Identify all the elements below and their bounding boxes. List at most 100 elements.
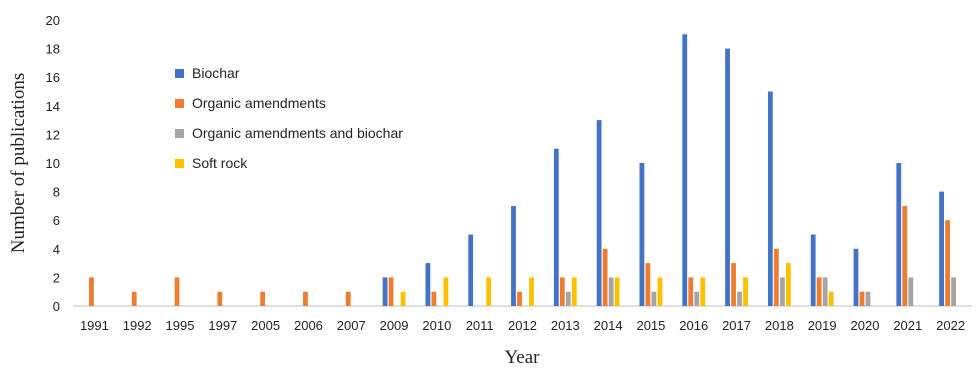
bar-biochar-2022 [939,191,944,306]
bar-organic-amendments-2010 [431,291,437,306]
x-tick-label: 2006 [294,318,323,333]
bar-biochar-2021 [896,163,902,306]
bar-organic-amendments-2017 [731,263,736,306]
bar-soft-rock-2016 [700,277,706,306]
bar-organic-amendments-2009 [388,277,394,306]
y-tick-label: 20 [46,13,60,28]
bar-biochar-2020 [853,248,859,306]
bar-organic-amendments-1997 [217,291,223,306]
bar-biochar-2014 [596,120,602,306]
bar-organic-amendments-and-biochar-2022 [951,277,956,306]
bar-organic-amendments-2012 [517,291,522,306]
bar-organic-amendments-and-biochar-2017 [737,291,742,306]
legend-label: Soft rock [192,155,248,171]
bar-organic-amendments-2019 [816,277,822,306]
x-tick-labels: 1991 1992 1995 1997 2005 2006 2007 2009 2010 2011… [80,318,965,333]
x-tick-label: 2019 [808,318,837,333]
bar-soft-rock-2015 [657,277,663,306]
bar-biochar-2009 [382,277,388,306]
bar-organic-amendments-2014 [602,248,608,306]
bar-organic-amendments-2018 [773,248,779,306]
bar-soft-rock-2010 [443,277,449,306]
bar-organic-amendments-and-biochar-2014 [608,277,614,306]
bar-organic-amendments-and-biochar-2016 [694,291,700,306]
bar-organic-amendments-2006 [303,291,308,306]
bar-biochar-2012 [511,205,516,306]
bar-organic-amendments-2007 [345,291,351,306]
legend-swatch [175,69,184,78]
bar-biochar-2018 [767,91,773,306]
x-tick-label: 2012 [508,318,537,333]
bar-biochar-2016 [682,34,688,307]
bar-organic-amendments-1995 [174,277,180,306]
bar-organic-amendments-and-biochar-2020 [865,291,871,306]
legend: Biochar Organic amendments Organic amendme… [175,65,403,171]
bar-biochar-2015 [639,163,645,306]
y-tick-label: 14 [46,99,60,114]
bar-organic-amendments-and-biochar-2013 [565,291,571,306]
bar-organic-amendments-2016 [688,277,694,306]
legend-label: Organic amendments [192,95,326,111]
bar-organic-amendments-2021 [902,205,908,306]
legend-label: Organic amendments and biochar [192,125,403,141]
bar-organic-amendments-1991 [89,277,94,306]
x-tick-label: 2009 [380,318,409,333]
y-tick-label: 10 [46,156,60,171]
bar-soft-rock-2014 [614,277,620,306]
bar-organic-amendments-2022 [945,220,950,306]
y-tick-label: 6 [53,213,60,228]
bar-organic-amendments-2020 [859,291,865,306]
legend-swatch [175,159,184,168]
x-tick-label: 2017 [722,318,751,333]
x-tick-label: 2022 [936,318,965,333]
bar-soft-rock-2013 [571,277,577,306]
bar-soft-rock-2009 [400,291,406,306]
y-tick-label: 12 [46,127,60,142]
bar-biochar-2011 [468,234,474,306]
y-axis-title: Number of publications [8,73,29,253]
bar-biochar-2019 [810,234,816,306]
x-tick-label: 2014 [594,318,623,333]
x-tick-label: 2020 [851,318,880,333]
x-tick-label: 2021 [893,318,922,333]
x-tick-label: 2005 [251,318,280,333]
bar-organic-amendments-and-biochar-2015 [651,291,657,306]
bar-biochar-2010 [425,263,431,306]
bar-biochar-2017 [725,48,730,306]
x-tick-label: 1992 [123,318,152,333]
bar-soft-rock-2011 [486,277,492,306]
x-tick-label: 2015 [636,318,665,333]
x-tick-label: 2011 [466,318,494,333]
bar-soft-rock-2017 [743,277,748,306]
y-tick-labels: 0 2 4 6 8 10 12 14 16 18 20 [46,13,60,314]
y-tick-label: 18 [46,42,60,57]
x-tick-label: 2007 [337,318,366,333]
x-tick-label: 2013 [551,318,580,333]
bars [89,34,956,307]
bar-soft-rock-2019 [828,291,834,306]
x-tick-label: 1991 [80,318,109,333]
legend-label: Biochar [192,65,240,81]
bar-organic-amendments-2015 [645,263,651,306]
y-tick-label: 2 [53,270,60,285]
y-tick-label: 8 [53,185,60,200]
x-tick-label: 2010 [422,318,451,333]
x-tick-label: 1997 [208,318,237,333]
bar-organic-amendments-2013 [559,277,565,306]
legend-swatch [175,99,184,108]
y-tick-label: 16 [46,70,60,85]
bar-organic-amendments-2005 [260,291,266,306]
legend-swatch [175,129,184,138]
x-tick-label: 2018 [765,318,794,333]
bar-soft-rock-2018 [785,263,791,306]
bar-organic-amendments-and-biochar-2021 [908,277,914,306]
x-tick-label: 1995 [166,318,195,333]
bar-organic-amendments-and-biochar-2019 [822,277,828,306]
x-tick-label: 2016 [679,318,708,333]
bar-biochar-2013 [553,148,559,306]
y-tick-label: 4 [53,242,60,257]
bar-organic-amendments-and-biochar-2018 [779,277,785,306]
y-tick-label: 0 [53,299,60,314]
bar-organic-amendments-1992 [131,291,137,306]
